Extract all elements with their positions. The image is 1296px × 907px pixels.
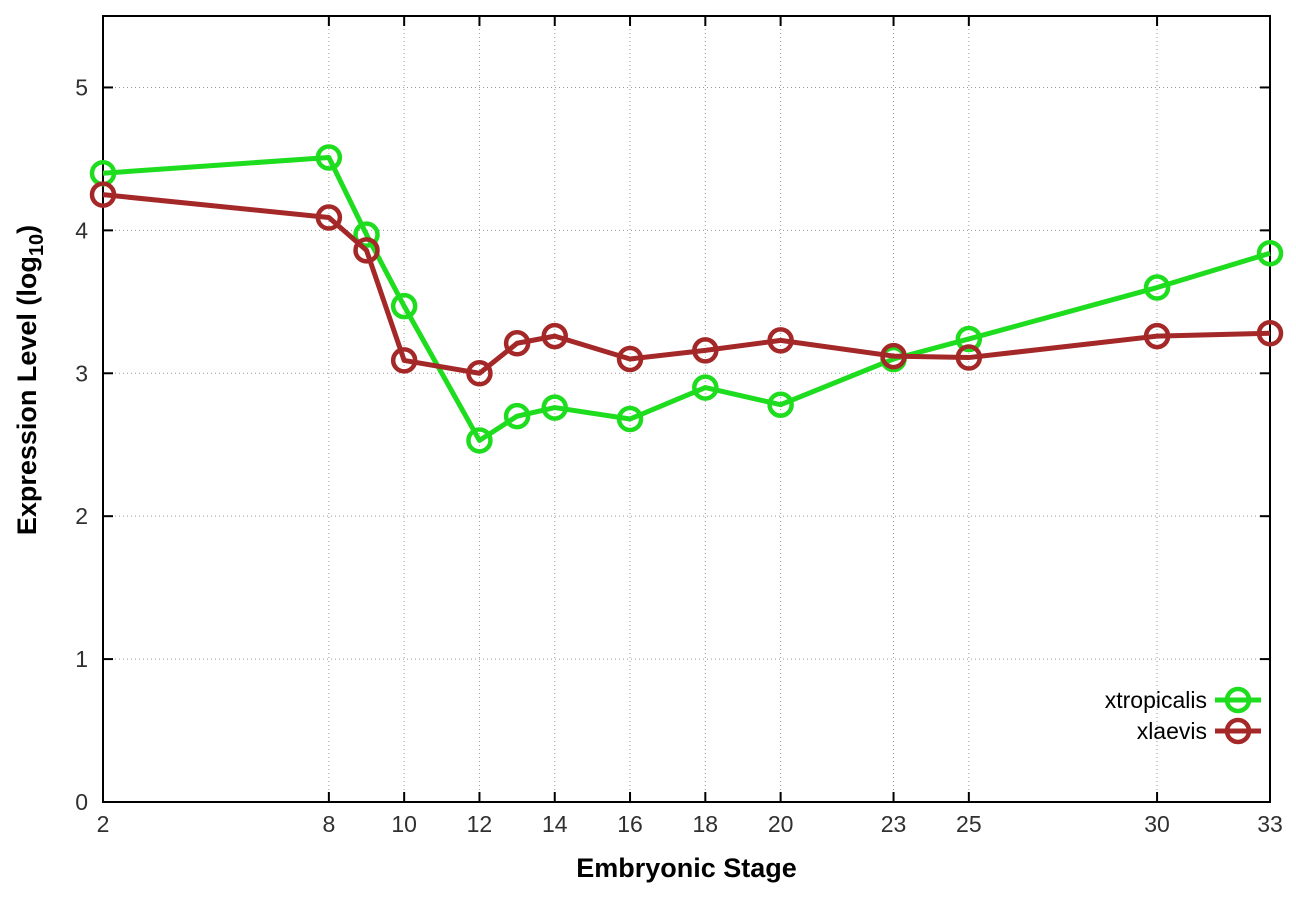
data-point-xlaevis	[1143, 322, 1171, 350]
data-point-xlaevis	[89, 181, 117, 208]
data-point-xtropicalis	[692, 374, 719, 401]
data-point-xlaevis	[767, 327, 794, 354]
x-tick-label: 25	[956, 811, 982, 837]
y-tick-label: 2	[75, 503, 88, 529]
legend-label: xlaevis	[1137, 718, 1207, 744]
y-tick-label: 5	[75, 74, 88, 100]
x-tick-label: 8	[322, 811, 335, 837]
data-point-xlaevis	[390, 347, 418, 374]
data-point-xtropicalis	[466, 427, 493, 454]
data-point-xlaevis	[315, 204, 343, 231]
x-tick-label: 20	[768, 811, 794, 837]
x-tick-label: 33	[1257, 811, 1283, 837]
x-tick-label: 30	[1144, 811, 1170, 837]
y-tick-label: 3	[75, 360, 88, 386]
data-point-xtropicalis	[353, 221, 380, 248]
x-tick-label: 14	[542, 811, 568, 837]
data-point-xlaevis	[353, 237, 380, 264]
y-tick-label: 1	[75, 646, 88, 672]
data-point-xtropicalis	[390, 292, 418, 320]
data-point-xlaevis	[466, 360, 493, 387]
y-tick-label: 0	[75, 789, 88, 815]
y-tick-label: 4	[75, 217, 88, 243]
x-tick-label: 23	[881, 811, 907, 837]
y-axis-title: Expression Level (log10)	[12, 225, 48, 535]
data-point-xtropicalis	[503, 402, 531, 430]
data-point-xlaevis	[541, 322, 568, 350]
data-point-xtropicalis	[315, 144, 343, 171]
data-point-xtropicalis	[1143, 274, 1171, 301]
data-point-xtropicalis	[541, 394, 568, 421]
x-tick-label: 16	[617, 811, 643, 837]
legend-entry-xlaevis: xlaevis	[1137, 717, 1261, 745]
series-xtropicalis	[89, 144, 1284, 454]
data-point-xlaevis	[692, 337, 719, 364]
legend-entry-xtropicalis: xtropicalis	[1105, 686, 1261, 714]
series-line-xlaevis	[102, 192, 1271, 376]
x-axis-title: Embryonic Stage	[576, 853, 797, 883]
x-tick-label: 2	[97, 811, 110, 837]
data-point-xtropicalis	[1256, 239, 1284, 267]
x-tick-label: 10	[391, 811, 417, 837]
legend-sample-marker	[1224, 717, 1252, 745]
gridlines	[102, 16, 1271, 803]
data-point-xtropicalis	[767, 391, 794, 418]
data-point-xtropicalis	[955, 325, 983, 353]
series-xlaevis	[89, 181, 1284, 387]
plot-border	[102, 15, 1271, 803]
legend: xtropicalis xlaevis	[1105, 686, 1261, 745]
series-line-xtropicalis	[102, 154, 1271, 443]
data-point-xlaevis	[616, 345, 644, 373]
data-point-xlaevis	[503, 330, 531, 357]
x-tick-label: 12	[467, 811, 493, 837]
data-point-xtropicalis	[616, 405, 644, 433]
x-tick-label: 18	[693, 811, 719, 837]
legend-sample-marker	[1224, 686, 1252, 714]
data-point-xlaevis	[955, 344, 983, 371]
data-point-xlaevis	[1256, 320, 1284, 347]
data-point-xlaevis	[880, 342, 907, 370]
tick-marks	[102, 16, 1271, 803]
legend-label: xtropicalis	[1105, 687, 1207, 713]
